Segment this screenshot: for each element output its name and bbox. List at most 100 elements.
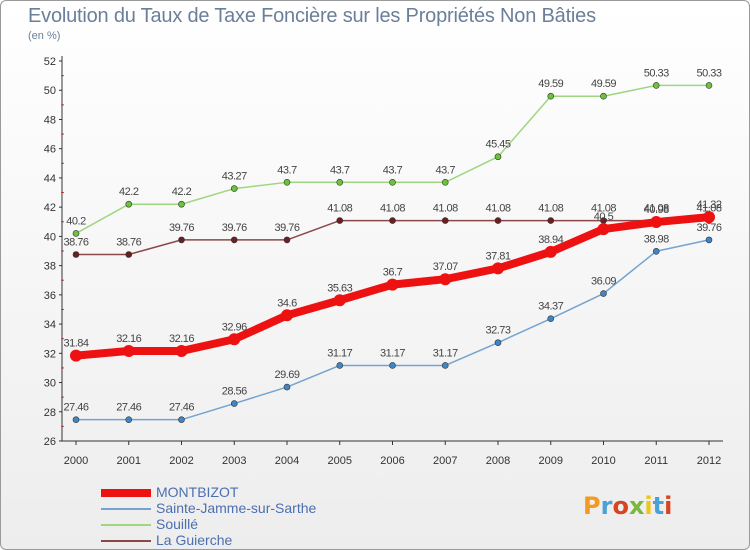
data-label: 50.33 (696, 67, 721, 79)
data-point (178, 200, 185, 208)
data-label: 40.98 (644, 204, 669, 216)
x-tick-label: 2000 (64, 455, 88, 467)
x-tick-label: 2010 (591, 455, 615, 467)
data-point (175, 344, 188, 357)
data-point (125, 416, 133, 423)
data-label: 31.17 (380, 347, 405, 359)
data-label: 32.73 (485, 325, 510, 337)
data-point (336, 217, 344, 224)
data-point (652, 247, 660, 255)
data-label: 31.84 (63, 338, 88, 350)
data-label: 43.7 (330, 164, 350, 176)
logo-letter: t (652, 492, 665, 520)
series-1 (72, 236, 713, 423)
legend-label: Sainte-Jamme-sur-Sarthe (156, 500, 317, 516)
legend-swatch (101, 508, 151, 510)
data-point (389, 362, 396, 369)
data-label: 41.08 (380, 203, 405, 215)
x-tick-label: 2005 (328, 455, 352, 467)
legend-label: Souillé (156, 516, 199, 532)
data-point (597, 223, 610, 236)
data-label: 36.09 (591, 276, 616, 288)
data-point (283, 236, 291, 244)
data-label: 41.08 (538, 203, 563, 215)
x-tick-label: 2011 (644, 455, 668, 467)
y-tick-label: 34 (44, 319, 56, 331)
data-label: 27.46 (116, 402, 141, 414)
data-label: 28.56 (222, 386, 247, 398)
data-label: 27.46 (169, 402, 194, 414)
data-label: 36.7 (383, 267, 403, 279)
x-tick-label: 2007 (433, 455, 457, 467)
data-point (600, 290, 607, 297)
data-point (178, 236, 185, 244)
data-point (283, 383, 291, 391)
data-point (230, 185, 238, 192)
data-point (441, 217, 449, 224)
data-label: 41.08 (485, 203, 510, 215)
data-point (650, 216, 663, 229)
x-tick-label: 2002 (169, 455, 193, 467)
data-label: 41.08 (591, 203, 616, 215)
data-label: 38.98 (644, 233, 669, 245)
data-point (547, 315, 555, 322)
data-point (439, 273, 452, 286)
y-tick-label: 52 (44, 56, 56, 68)
data-point (125, 200, 133, 208)
data-label: 39.76 (274, 222, 299, 234)
data-label: 43.7 (436, 164, 456, 176)
data-label: 39.76 (169, 222, 194, 234)
data-label: 45.45 (485, 139, 510, 151)
data-label: 38.94 (538, 234, 563, 246)
x-tick-label: 2003 (222, 455, 246, 467)
data-point (705, 82, 713, 89)
y-tick-label: 36 (44, 290, 56, 302)
data-label: 41.08 (644, 203, 669, 215)
data-label: 42.2 (172, 186, 192, 198)
data-label: 31.17 (327, 347, 352, 359)
data-label: 32.96 (222, 321, 247, 333)
y-tick-label: 48 (44, 114, 56, 126)
data-point (494, 153, 502, 161)
data-point (72, 251, 80, 258)
logo-letter: x (628, 492, 645, 520)
y-tick-label: 44 (44, 173, 56, 185)
x-tick-label: 2006 (380, 455, 404, 467)
data-label: 32.16 (116, 333, 141, 345)
data-point (494, 217, 502, 224)
data-point (125, 251, 133, 258)
data-point (228, 333, 241, 346)
data-point (333, 294, 346, 307)
data-point (389, 179, 396, 186)
legend-swatch (101, 540, 151, 542)
data-label: 49.59 (538, 78, 563, 90)
data-label: 40.2 (66, 215, 86, 227)
data-point (703, 211, 715, 224)
data-point (72, 416, 80, 423)
chart-title: Evolution du Taux de Taxe Foncière sur l… (28, 5, 596, 27)
y-tick-label: 42 (44, 202, 56, 214)
chart-subtitle: (en %) (28, 30, 61, 42)
y-tick-label: 30 (44, 378, 56, 390)
x-tick-label: 2001 (117, 455, 141, 467)
data-point (336, 179, 344, 186)
data-label: 37.07 (433, 261, 458, 273)
x-tick-label: 2012 (697, 455, 721, 467)
logo-letter: P (583, 492, 601, 520)
data-label: 32.16 (169, 333, 194, 345)
data-point (72, 230, 80, 237)
data-point (178, 416, 185, 423)
data-point (122, 344, 135, 357)
x-tick-label: 2004 (275, 455, 299, 467)
data-point (281, 309, 293, 322)
data-label: 41.08 (696, 203, 721, 215)
logo-letter: r (600, 492, 613, 520)
data-label: 34.6 (277, 297, 297, 309)
data-label: 50.33 (644, 67, 669, 79)
data-point (492, 262, 504, 275)
logo-letter: o (612, 492, 629, 520)
data-point (389, 217, 396, 224)
x-tick-label: 2008 (486, 455, 510, 467)
data-label: 41.32 (696, 199, 721, 211)
